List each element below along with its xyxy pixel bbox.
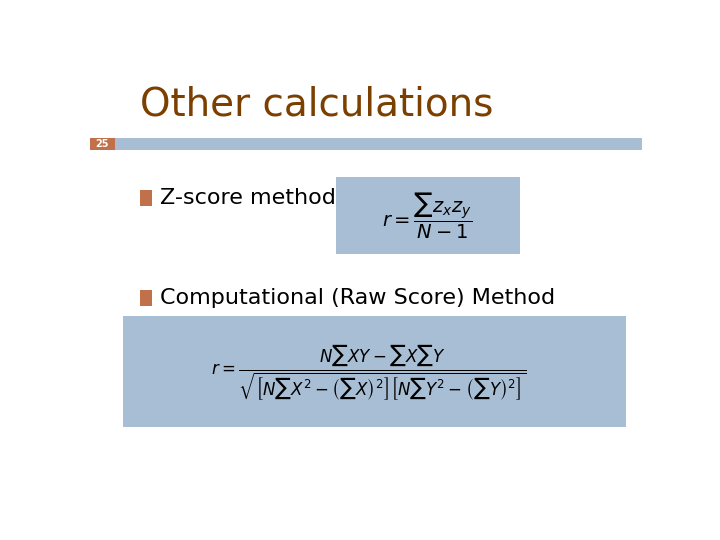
FancyBboxPatch shape [115, 138, 642, 150]
FancyBboxPatch shape [336, 177, 520, 254]
FancyBboxPatch shape [140, 290, 153, 306]
Text: Other calculations: Other calculations [140, 85, 494, 124]
Text: $r = \dfrac{\sum z_x z_y}{N-1}$: $r = \dfrac{\sum z_x z_y}{N-1}$ [382, 191, 473, 241]
Text: Z-score method: Z-score method [160, 188, 336, 208]
FancyBboxPatch shape [90, 138, 115, 150]
FancyBboxPatch shape [140, 191, 153, 206]
FancyBboxPatch shape [124, 316, 626, 427]
Text: Computational (Raw Score) Method: Computational (Raw Score) Method [160, 288, 555, 308]
Text: 25: 25 [96, 139, 109, 149]
Text: $r = \dfrac{N\sum XY - \sum X \sum Y}{\sqrt{\left[N\sum X^2 - \left(\sum X\right: $r = \dfrac{N\sum XY - \sum X \sum Y}{\s… [211, 342, 527, 402]
